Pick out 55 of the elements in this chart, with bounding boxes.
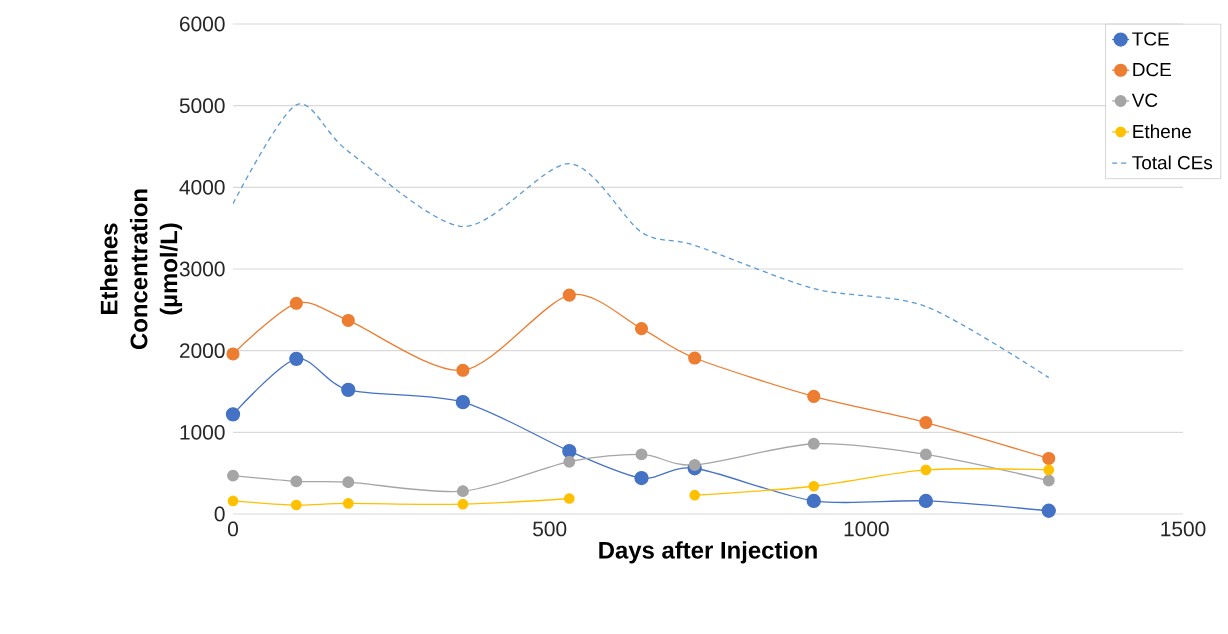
y-tick-label: 4000: [179, 179, 225, 195]
point: [563, 455, 576, 468]
point: [456, 363, 470, 377]
point: [563, 493, 575, 504]
point: [457, 498, 469, 510]
y-tick-label: 3000: [179, 261, 225, 277]
point: [341, 313, 355, 327]
point: [1043, 464, 1055, 476]
point: [341, 382, 356, 398]
y-tick-label: 6000: [180, 16, 225, 32]
point: [635, 448, 648, 461]
point: [1042, 451, 1056, 466]
point: [634, 470, 649, 486]
point: [688, 351, 702, 365]
point: [807, 389, 821, 403]
point: [225, 407, 241, 422]
legend-label: Total CEs: [1132, 155, 1213, 170]
point: [920, 464, 932, 476]
point: [562, 288, 576, 302]
y-tick-label: 1000: [180, 424, 225, 440]
legend-label: VC: [1131, 93, 1158, 107]
point: [1041, 503, 1056, 518]
point: [227, 469, 239, 482]
point: [919, 448, 932, 461]
point: [688, 459, 701, 471]
point: [806, 493, 821, 509]
point: [342, 476, 355, 489]
point: [562, 443, 577, 459]
point: [227, 495, 239, 507]
x-axis-title: Days after Injection: [599, 541, 817, 564]
line-series: [233, 103, 1050, 379]
point: [290, 475, 303, 488]
legend-label: DCE: [1133, 62, 1171, 77]
point: [289, 351, 304, 366]
legend-label: TCE: [1132, 32, 1169, 46]
point: [634, 322, 649, 336]
x-tick-label: 1500: [1161, 521, 1206, 537]
point: [689, 489, 701, 501]
point: [919, 415, 933, 430]
point: [290, 499, 302, 511]
point: [807, 437, 820, 450]
point: [1042, 474, 1055, 487]
point: [342, 498, 354, 509]
x-tick-label: 0: [228, 521, 238, 537]
point: [289, 296, 303, 310]
x-tick-label: 1000: [844, 521, 889, 537]
y-tick-label: 5000: [179, 98, 225, 114]
point: [455, 394, 471, 410]
legend-label: Ethene: [1133, 124, 1191, 139]
y-tick-label: 0: [214, 506, 225, 522]
point: [918, 493, 934, 509]
point: [808, 480, 820, 492]
point: [456, 485, 469, 498]
point: [226, 347, 240, 361]
x-tick-label: 500: [533, 521, 567, 537]
